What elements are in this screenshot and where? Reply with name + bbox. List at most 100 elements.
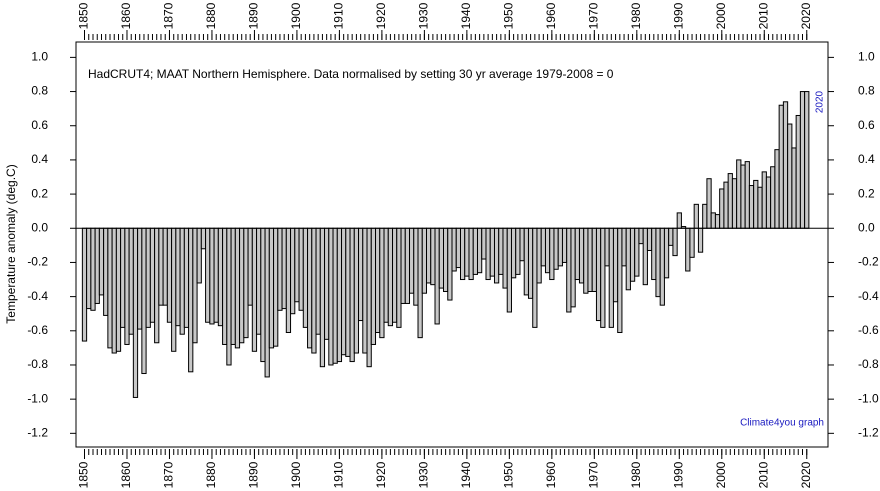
bar (476, 227, 483, 274)
bar (663, 227, 670, 279)
bar (583, 227, 589, 294)
bar (646, 227, 653, 251)
bar (481, 227, 487, 260)
bar (171, 227, 177, 352)
bar (217, 227, 224, 327)
bar (362, 227, 368, 354)
y-tick-label-right: 0.0 (858, 220, 875, 234)
bar (353, 227, 360, 354)
y-tick-label-right: 0.8 (858, 84, 875, 98)
y-tick-label-right: 0.4 (858, 152, 875, 166)
x-tick-label: 2020 (799, 461, 813, 488)
bar (761, 171, 767, 229)
bar (659, 227, 665, 306)
x-tick-label-top: 1860 (119, 2, 133, 29)
bar (536, 227, 542, 284)
bar (434, 227, 440, 325)
y-tick-label: 0.8 (31, 84, 48, 98)
bar (247, 227, 253, 306)
bar (345, 227, 351, 357)
bar (510, 227, 517, 279)
x-tick-label: 1890 (247, 461, 261, 488)
bar (625, 227, 631, 291)
x-tick-label: 1850 (77, 461, 91, 488)
x-tick-label-top: 1990 (671, 2, 685, 29)
y-tick-label-right: 1.0 (858, 50, 875, 64)
bar (417, 227, 423, 339)
bar (319, 227, 326, 368)
bar (128, 227, 134, 335)
bar (629, 227, 636, 282)
bar (94, 227, 100, 304)
bar (714, 214, 721, 229)
bar (315, 227, 321, 335)
bar (349, 227, 355, 363)
bar (239, 227, 245, 344)
bar (387, 227, 394, 327)
bar (328, 227, 334, 366)
x-tick-label: 1950 (502, 461, 516, 488)
y-tick-label: 1.0 (31, 50, 48, 64)
bar (804, 91, 810, 229)
year-annotation: 2020 (815, 90, 826, 113)
y-tick-label: 0.4 (31, 152, 48, 166)
y-tick-label: -1.0 (27, 391, 48, 405)
bar (86, 227, 92, 310)
bar (230, 227, 236, 345)
x-tick-label-top: 1940 (459, 2, 473, 29)
bar (209, 227, 215, 325)
bar (111, 227, 117, 354)
y-tick-label-right: -0.4 (858, 289, 879, 303)
x-tick-label: 1980 (629, 461, 643, 488)
bar (612, 227, 619, 303)
bar (81, 227, 88, 342)
bar (277, 227, 283, 311)
bar (375, 227, 381, 334)
x-tick-label-top: 1900 (289, 2, 303, 29)
bar (124, 227, 130, 345)
x-tick-label: 1880 (204, 461, 218, 488)
bar (205, 227, 211, 323)
bar (502, 227, 508, 289)
bar (264, 227, 270, 378)
x-tick-label: 1860 (119, 461, 133, 488)
bar (668, 227, 674, 246)
x-tick-label-top: 1950 (502, 2, 516, 29)
bar (379, 227, 385, 339)
bar (549, 227, 555, 281)
bar (430, 227, 436, 286)
bar (472, 227, 478, 275)
bar (702, 203, 708, 229)
bar (740, 164, 746, 229)
bar (336, 227, 343, 363)
bar (544, 227, 551, 274)
x-tick-label: 1900 (289, 461, 303, 488)
bar (290, 227, 296, 315)
bar (617, 227, 623, 334)
bar (162, 227, 168, 306)
bar (604, 227, 610, 267)
bar (574, 227, 580, 281)
bar (778, 104, 784, 229)
x-tick-label-top: 2020 (799, 2, 813, 29)
bar (736, 159, 742, 229)
bar (383, 227, 389, 323)
bar (166, 227, 173, 323)
bar (459, 227, 466, 281)
bar (578, 227, 585, 284)
bar (693, 203, 699, 229)
bar (332, 227, 338, 364)
bar (251, 227, 258, 352)
bar (527, 227, 534, 299)
bar (723, 181, 729, 229)
bar (188, 227, 194, 373)
bar (443, 227, 449, 292)
bar (404, 227, 411, 304)
bar (132, 227, 139, 398)
bar (765, 176, 772, 229)
x-tick-label-top: 2000 (714, 2, 728, 29)
bar (685, 227, 691, 272)
bar (748, 185, 755, 229)
bar (192, 227, 198, 344)
